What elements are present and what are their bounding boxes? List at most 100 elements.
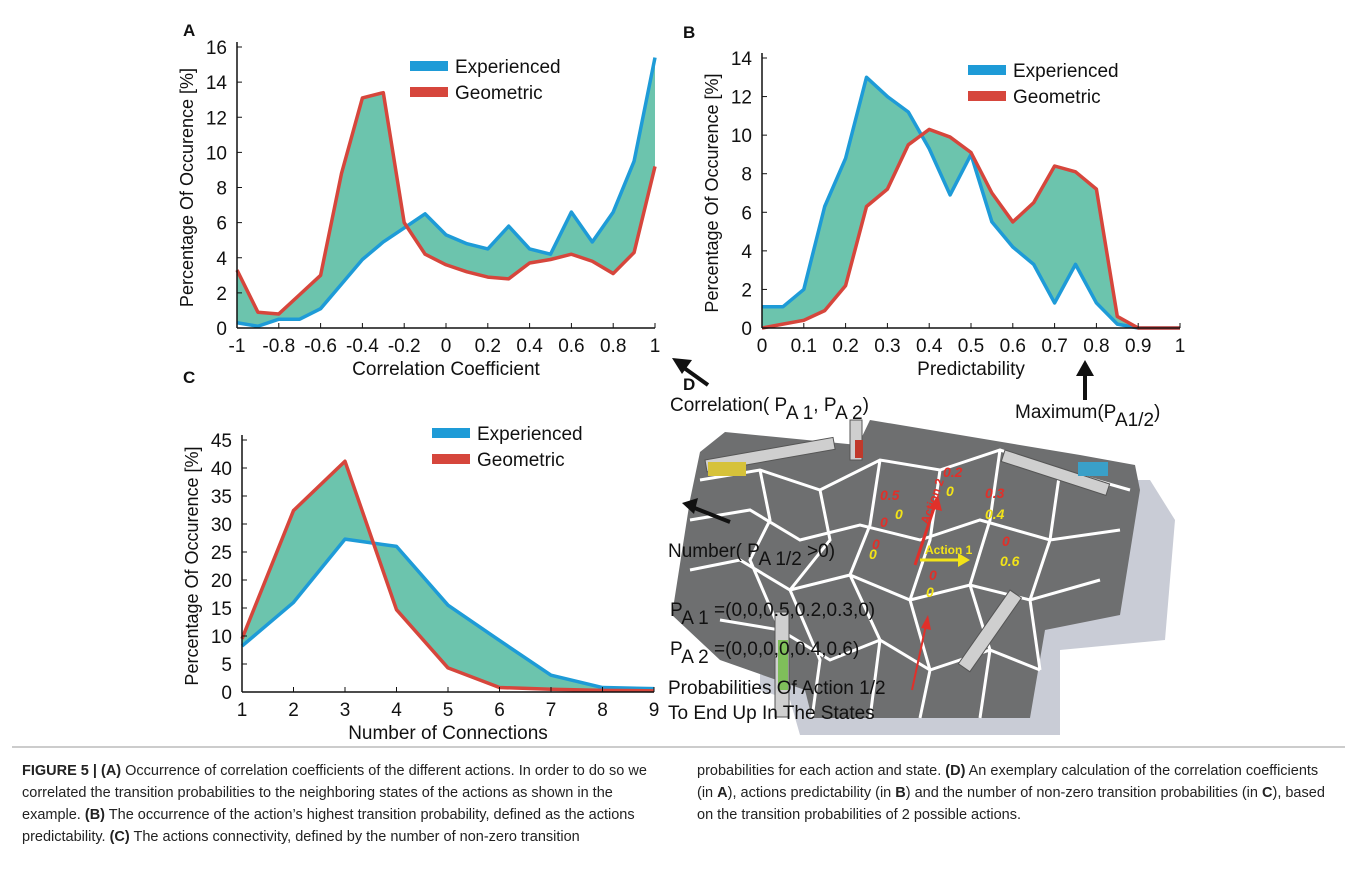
y-tick-label: 40 xyxy=(211,459,232,480)
panel-label: A xyxy=(183,21,195,40)
x-tick-label: 0.4 xyxy=(916,336,943,357)
legend-swatch xyxy=(968,65,1006,75)
annotation: Maximum(PA1/2) xyxy=(1015,402,1160,431)
legend-label: Geometric xyxy=(477,450,565,471)
y-tick-label: 30 xyxy=(211,515,232,536)
y-tick-label: 35 xyxy=(211,487,232,508)
panel-label: D xyxy=(683,375,695,394)
x-tick-label: -1 xyxy=(229,336,246,357)
legend-label: Experienced xyxy=(455,57,561,78)
legend-swatch xyxy=(432,428,470,438)
wall-marker xyxy=(1078,462,1108,476)
y-tick-label: 0 xyxy=(741,319,752,340)
photo-label: 0.2 xyxy=(943,464,963,480)
y-tick-label: 4 xyxy=(216,249,227,270)
annotation-text: Number( P xyxy=(668,541,759,562)
action-label: Action 1 xyxy=(925,543,973,557)
legend-swatch xyxy=(410,61,448,71)
arrowhead xyxy=(1076,360,1094,376)
annotation-text: P xyxy=(670,600,682,621)
annotation-text: Correlation( xyxy=(670,395,775,416)
fill-between xyxy=(237,58,655,327)
annotation-text: , xyxy=(813,395,824,416)
legend-swatch xyxy=(410,87,448,97)
x-axis-label: Correlation Coefficient xyxy=(352,359,540,380)
photo-label: 0 xyxy=(869,546,877,562)
x-tick-label: 1 xyxy=(237,700,248,721)
legend-label: Experienced xyxy=(1013,61,1119,82)
annotation-text: P xyxy=(775,395,787,416)
annotation-text: ) xyxy=(863,395,869,416)
caption-text: (B) xyxy=(85,807,105,823)
annotation: To End Up In The States xyxy=(668,703,875,724)
x-axis-label: Predictability xyxy=(917,359,1025,380)
x-tick-label: 0.1 xyxy=(791,336,817,357)
x-tick-label: 8 xyxy=(597,700,608,721)
x-tick-label: -0.8 xyxy=(262,336,295,357)
x-tick-label: -0.6 xyxy=(304,336,337,357)
photo-label: 0 xyxy=(895,506,903,522)
annotation-text: =(0,0,0,0,0.4,0.6) xyxy=(709,639,860,660)
y-tick-label: 0 xyxy=(221,683,232,704)
y-tick-label: 4 xyxy=(741,242,752,263)
x-tick-label: 1 xyxy=(650,336,661,357)
x-tick-label: 0 xyxy=(757,336,768,357)
annotation: Correlation( PA 1, PA 2) xyxy=(670,395,869,424)
x-tick-label: -0.4 xyxy=(346,336,379,357)
annotation-text: P xyxy=(670,639,682,660)
photo-label: 0 xyxy=(929,567,937,583)
photo-label: 0.3 xyxy=(985,485,1005,501)
y-tick-label: 0 xyxy=(216,319,227,340)
x-tick-label: 0.2 xyxy=(475,336,501,357)
y-tick-label: 12 xyxy=(206,108,227,129)
y-tick-label: 20 xyxy=(211,571,232,592)
x-tick-label: 1 xyxy=(1175,336,1186,357)
photo-label: 0 xyxy=(1002,533,1010,549)
y-tick-label: 14 xyxy=(206,73,228,94)
caption-text: B xyxy=(895,785,905,801)
x-tick-label: 6 xyxy=(494,700,505,721)
photo-label: 0 xyxy=(946,483,954,499)
subscript: A 2 xyxy=(681,647,708,668)
x-tick-label: 0.6 xyxy=(558,336,584,357)
y-tick-label: 14 xyxy=(731,49,753,70)
x-tick-label: 0.2 xyxy=(832,336,858,357)
legend-label: Geometric xyxy=(455,83,543,104)
x-tick-label: 0 xyxy=(441,336,452,357)
x-tick-label: -0.2 xyxy=(388,336,421,357)
legend-swatch xyxy=(432,454,470,464)
x-tick-label: 0.4 xyxy=(516,336,543,357)
subscript: A 1/2 xyxy=(758,549,801,570)
panel-label: B xyxy=(683,23,695,42)
photo-label: 0.5 xyxy=(880,487,900,503)
x-tick-label: 0.6 xyxy=(1000,336,1026,357)
legend-label: Geometric xyxy=(1013,87,1101,108)
photo-label: 0 xyxy=(926,584,934,600)
x-tick-label: 0.5 xyxy=(958,336,984,357)
caption-text: C xyxy=(1262,785,1272,801)
x-axis-label: Number of Connections xyxy=(348,723,548,744)
caption-text: ), actions predictability (in xyxy=(728,785,896,801)
legend-label: Experienced xyxy=(477,424,583,445)
x-tick-label: 7 xyxy=(546,700,557,721)
annotation-text: P xyxy=(824,395,836,416)
caption: FIGURE 5 | (A) Occurrence of correlation… xyxy=(22,760,1332,872)
y-tick-label: 6 xyxy=(741,203,752,224)
y-tick-label: 2 xyxy=(741,280,752,301)
fill-between xyxy=(242,461,654,691)
y-tick-label: 6 xyxy=(216,214,227,235)
legend-swatch xyxy=(968,91,1006,101)
x-tick-label: 0.8 xyxy=(600,336,626,357)
photo-label: 0 xyxy=(880,514,888,530)
caption-text: ) and the number of non-zero transition … xyxy=(906,785,1262,801)
x-tick-label: 0.7 xyxy=(1041,336,1067,357)
caption-text: A xyxy=(717,785,727,801)
annotation-text: ) xyxy=(1154,402,1160,423)
x-tick-label: 0.9 xyxy=(1125,336,1151,357)
annotation-text: >0) xyxy=(802,541,835,562)
y-tick-label: 8 xyxy=(741,165,752,186)
y-tick-label: 10 xyxy=(206,143,227,164)
y-tick-label: 45 xyxy=(211,431,232,452)
annotation-text: Maximum(P xyxy=(1015,402,1116,423)
page: {"chart_data": [ {"type": "line", "panel… xyxy=(0,0,1357,880)
